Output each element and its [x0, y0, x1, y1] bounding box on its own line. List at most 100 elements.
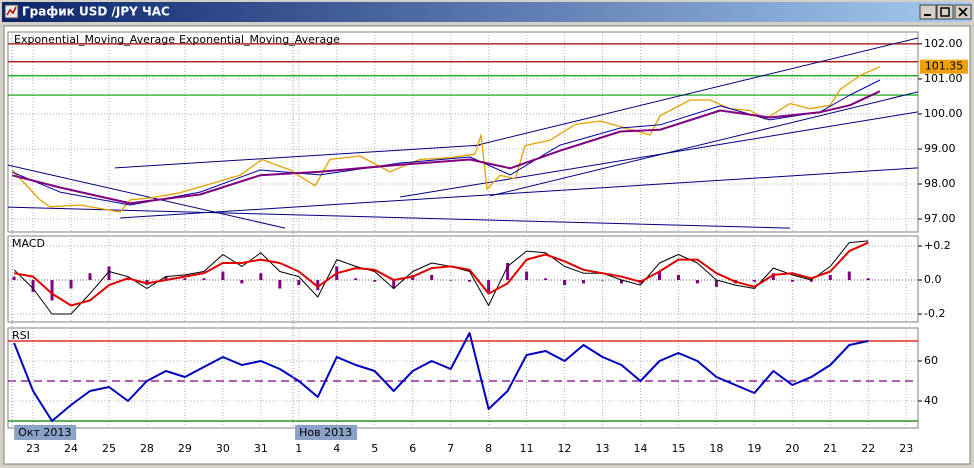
last-value-label: 101.35	[925, 60, 964, 73]
y-tick-label: 99.00	[924, 142, 956, 155]
histogram-bar	[31, 280, 35, 292]
histogram-bar	[506, 263, 510, 281]
histogram-bar	[164, 276, 168, 281]
histogram-bar	[752, 280, 756, 282]
trend-line	[8, 206, 791, 229]
histogram-bar	[50, 280, 54, 301]
y-tick-label: 101.00	[924, 72, 963, 85]
y-tick-label: 60	[924, 354, 938, 367]
period-label-box	[14, 425, 77, 440]
window-icon-glyph	[6, 6, 17, 16]
legend-entry: Exponential_Moving_Average	[179, 33, 340, 46]
y-tick-label: 97.00	[924, 212, 956, 225]
x-tick-label: 5	[371, 442, 378, 455]
x-tick-label: 21	[823, 442, 837, 455]
y-tick-label: +0.2	[924, 239, 951, 252]
x-tick-label: 31	[254, 442, 268, 455]
histogram-bar	[430, 274, 434, 281]
histogram-bar	[297, 280, 301, 286]
x-tick-label: 11	[520, 442, 534, 455]
histogram-bar	[601, 280, 605, 281]
histogram-bar	[183, 278, 187, 281]
histogram-bar	[316, 280, 320, 291]
x-tick-label: 12	[558, 442, 572, 455]
y-tick-label: 40	[924, 394, 938, 407]
x-tick-label: 13	[596, 442, 610, 455]
histogram-bar	[620, 280, 624, 284]
trend-line	[490, 91, 918, 197]
period-label: Нов 2013	[299, 426, 352, 439]
trend-line	[115, 144, 481, 169]
trend-line	[119, 167, 918, 219]
panel	[7, 235, 919, 323]
panel-title: RSI	[12, 329, 30, 342]
minimize-button[interactable]	[919, 4, 937, 20]
x-tick-label: 20	[785, 442, 799, 455]
histogram-bar	[449, 280, 453, 281]
x-tick-label: 7	[447, 442, 454, 455]
histogram-bar	[468, 280, 472, 282]
histogram-bar	[525, 271, 529, 281]
y-tick-label: 100.00	[924, 107, 963, 120]
title-bar	[2, 2, 972, 22]
histogram-bar	[202, 278, 206, 281]
button-face[interactable]	[919, 4, 937, 20]
histogram-bar	[392, 280, 396, 289]
y-tick-label: -0.2	[924, 307, 945, 320]
x-tick-label: 28	[140, 442, 154, 455]
x-tick-label: 14	[633, 442, 647, 455]
panel-plot	[8, 328, 918, 428]
histogram-bar	[695, 280, 699, 284]
x-tick-label: 15	[671, 442, 685, 455]
legend-entry: Exponential_Moving_Average	[14, 33, 175, 46]
button-glyph	[940, 7, 950, 17]
histogram-bar	[259, 273, 263, 281]
series-line	[13, 241, 869, 307]
histogram-bar	[373, 280, 377, 282]
window-title: График USD /JPY ЧАС	[22, 5, 170, 19]
button-face[interactable]	[936, 4, 954, 20]
histogram-bar	[828, 274, 832, 281]
histogram-bar	[582, 280, 586, 284]
histogram-bar	[809, 280, 813, 282]
histogram-bar	[12, 276, 16, 281]
x-tick-label: 6	[409, 442, 416, 455]
x-tick-label: 19	[747, 442, 761, 455]
series-line	[13, 332, 869, 422]
x-tick-label: 22	[861, 442, 875, 455]
histogram-bar	[69, 280, 73, 289]
x-tick-label: 4	[333, 442, 340, 455]
histogram-bar	[866, 278, 870, 281]
histogram-bar	[771, 273, 775, 281]
panel-title: MACD	[12, 237, 45, 250]
y-tick-label: 102.00	[924, 37, 963, 50]
x-tick-label: 25	[102, 442, 116, 455]
panel-plot	[8, 32, 918, 232]
x-tick-label: 24	[64, 442, 78, 455]
histogram-bar	[487, 280, 491, 292]
histogram-bar	[88, 273, 92, 281]
series-line	[11, 66, 881, 213]
x-tick-label: 29	[178, 442, 192, 455]
trend-line	[474, 37, 918, 147]
period-label-box	[295, 425, 358, 440]
histogram-bar	[657, 271, 661, 281]
period-label: Окт 2013	[18, 426, 71, 439]
histogram-bar	[544, 278, 548, 281]
histogram-bar	[676, 274, 680, 281]
histogram-bar	[221, 271, 225, 281]
y-tick-label: 98.00	[924, 177, 956, 190]
histogram-bar	[790, 280, 794, 282]
button-glyph	[958, 7, 968, 17]
x-tick-label: 23	[899, 442, 913, 455]
panel-plot	[8, 236, 918, 322]
close-button[interactable]	[954, 4, 972, 20]
series-line	[12, 79, 881, 206]
series-line	[11, 90, 881, 205]
histogram-bar	[354, 278, 358, 281]
x-tick-label: 8	[485, 442, 492, 455]
last-value-box	[920, 59, 968, 74]
histogram-bar	[847, 271, 851, 281]
maximize-button[interactable]	[936, 4, 954, 20]
histogram-bar	[107, 266, 111, 281]
